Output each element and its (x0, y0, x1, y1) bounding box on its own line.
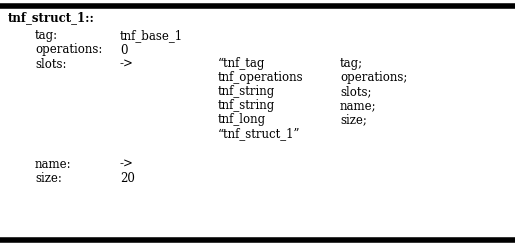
Text: tnf_base_1: tnf_base_1 (120, 30, 183, 43)
Text: 20: 20 (120, 171, 135, 184)
Text: size;: size; (340, 113, 367, 126)
Text: tnf_struct_1::: tnf_struct_1:: (8, 12, 95, 25)
Text: slots;: slots; (340, 86, 371, 98)
Text: tag:: tag: (35, 30, 58, 43)
Text: tnf_operations: tnf_operations (218, 72, 304, 84)
Text: name;: name; (340, 99, 376, 112)
Text: tag;: tag; (340, 58, 363, 71)
Text: “tnf_tag: “tnf_tag (218, 58, 265, 71)
Text: size:: size: (35, 171, 62, 184)
Text: slots:: slots: (35, 58, 66, 71)
Text: name:: name: (35, 157, 72, 170)
Text: ->: -> (120, 58, 134, 71)
Text: tnf_long: tnf_long (218, 113, 266, 126)
Text: tnf_string: tnf_string (218, 99, 275, 112)
Text: operations:: operations: (35, 44, 102, 57)
Text: tnf_string: tnf_string (218, 86, 275, 98)
Text: “tnf_struct_1”: “tnf_struct_1” (218, 127, 300, 140)
Text: 0: 0 (120, 44, 128, 57)
Text: ->: -> (120, 157, 134, 170)
Text: operations;: operations; (340, 72, 407, 84)
